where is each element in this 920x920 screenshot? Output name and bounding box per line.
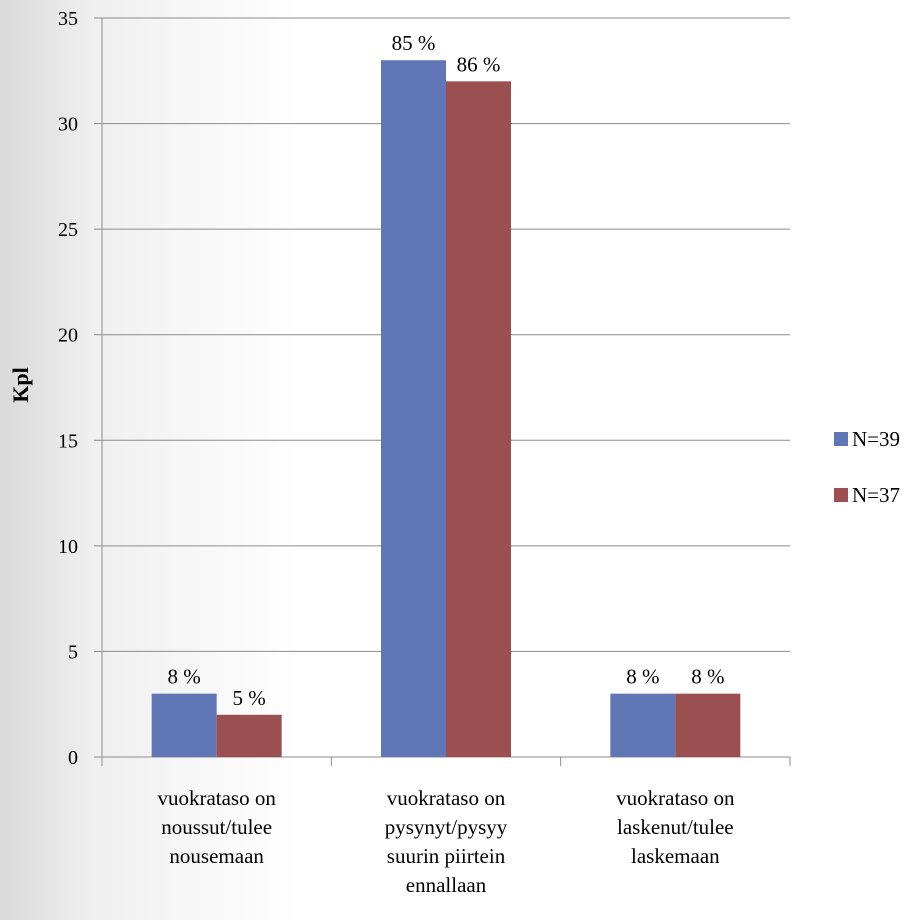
- data-label: 8 %: [626, 665, 659, 689]
- bar: [381, 60, 446, 757]
- x-category-label: laskemaan: [631, 844, 720, 868]
- data-label: 8 %: [168, 665, 201, 689]
- bar: [151, 693, 217, 757]
- data-label: 86 %: [457, 52, 501, 76]
- bars: [151, 60, 741, 758]
- y-tick-label: 5: [68, 641, 78, 663]
- data-label: 85 %: [392, 31, 436, 55]
- y-tick-label: 15: [58, 430, 78, 452]
- y-tick-label: 10: [58, 536, 78, 558]
- bar: [216, 714, 282, 757]
- x-category-label: noussut/tulee: [161, 815, 272, 839]
- y-tick-label: 35: [58, 8, 78, 30]
- x-category-label: vuokrataso on: [157, 786, 276, 810]
- x-category-label: laskenut/tulee: [617, 815, 734, 839]
- x-category-label: vuokrataso on: [616, 786, 735, 810]
- x-category-label: ennallaan: [406, 873, 487, 897]
- bar: [675, 693, 741, 757]
- y-axis-title: Kpl: [8, 367, 33, 402]
- x-category-label: vuokrataso on: [387, 786, 506, 810]
- y-tick-label: 30: [58, 114, 78, 136]
- bar: [446, 81, 511, 758]
- y-tick-label: 0: [68, 747, 78, 769]
- legend-label: N=39: [852, 427, 900, 451]
- legend-swatch: [834, 488, 848, 502]
- bar: [610, 693, 676, 757]
- data-labels: 8 % 5 % 85 % 86 % 8 % 8 %: [168, 31, 725, 710]
- x-category-label: suurin piirtein: [387, 844, 506, 868]
- axes: 0 5 10 15 20 25 30 35 vuokrataso on noussut/tulee…: [58, 8, 791, 897]
- y-tick-label: 25: [58, 219, 78, 241]
- legend-swatch: [834, 432, 848, 446]
- y-tick-label: 20: [58, 325, 78, 347]
- data-label: 5 %: [233, 686, 266, 710]
- data-label: 8 %: [691, 665, 724, 689]
- x-category-label: nousemaan: [169, 844, 264, 868]
- legend-label: N=37: [852, 483, 900, 507]
- x-category-label: pysynyt/pysyy: [385, 815, 508, 839]
- legend: N=39 N=37: [834, 427, 900, 507]
